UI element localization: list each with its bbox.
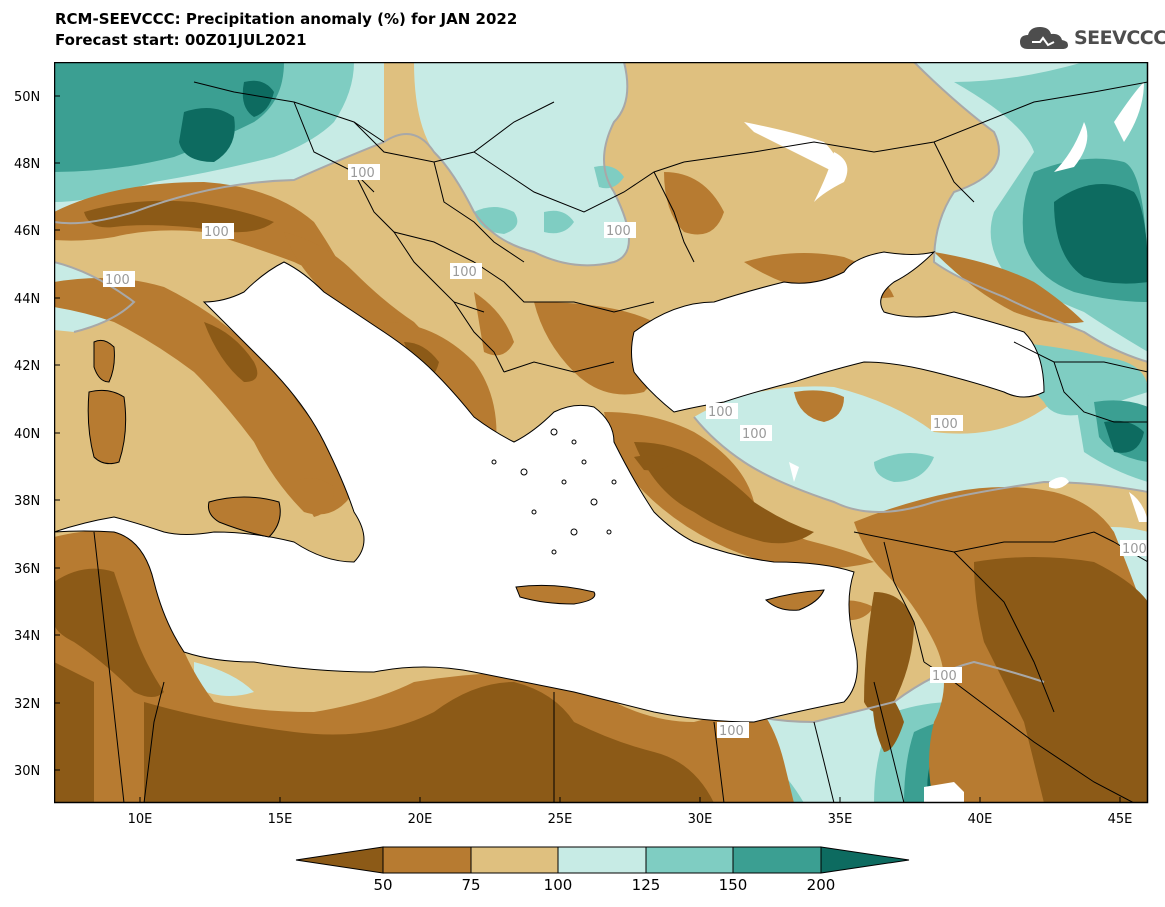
colorbar-label: 50 (373, 876, 392, 894)
longitude-axis: 10E 15E 20E 25E 30E 35E 40E 45E (128, 812, 1133, 827)
contour-label: 100 (452, 265, 477, 280)
colorbar-bin-50-75 (382, 846, 472, 874)
logo-text: SEEVCCC (1074, 27, 1165, 49)
colorbar-bin-125-150 (645, 846, 734, 874)
colorbar-bin-below-50 (295, 846, 384, 874)
contour-label: 100 (204, 225, 229, 240)
lon-tick-label: 20E (408, 812, 433, 827)
lat-tick-label: 42N (14, 359, 40, 374)
lon-tick-label: 10E (128, 812, 153, 827)
sea-areas (54, 251, 1045, 723)
lat-tick-label: 50N (14, 90, 40, 105)
cloud-icon (1020, 27, 1068, 49)
corsica-island (93, 339, 115, 383)
lat-tick-label: 38N (14, 494, 40, 509)
contour-label: 100 (742, 427, 767, 442)
lat-tick-label: 40N (14, 427, 40, 442)
black-sea (631, 251, 1045, 413)
colorbar-bin-above-200 (820, 846, 910, 874)
contour-label: 100 (933, 417, 958, 432)
lon-tick-label: 15E (268, 812, 293, 827)
contour-label: 100 (606, 224, 631, 239)
lat-tick-label: 36N (14, 562, 40, 577)
contour-label: 100 (708, 405, 733, 420)
colorbar-label: 100 (544, 876, 573, 894)
contour-labels: 100 100 100 100 100 100 100 100 100 100 … (103, 164, 1148, 739)
crete-island (515, 584, 596, 605)
lon-tick-label: 30E (688, 812, 713, 827)
colorbar-bin-75-100 (470, 846, 559, 874)
missing-data-patches (744, 82, 1148, 803)
lat-tick-label: 34N (14, 629, 40, 644)
forecast-start-subtitle: Forecast start: 00Z01JUL2021 (55, 31, 307, 49)
contour-label: 100 (932, 669, 957, 684)
lat-tick-label: 46N (14, 224, 40, 239)
axis-ticks (54, 95, 1121, 803)
colorbar-label: 125 (632, 876, 661, 894)
lon-tick-label: 25E (548, 812, 573, 827)
aegean-islands (491, 428, 617, 555)
contour-label: 100 (719, 724, 744, 739)
lat-tick-label: 32N (14, 697, 40, 712)
lon-tick-label: 45E (1108, 812, 1133, 827)
precipitation-anomaly-map: 100 100 100 100 100 100 100 100 100 100 … (54, 62, 1149, 804)
country-borders (93, 81, 1148, 803)
lat-tick-label: 44N (14, 292, 40, 307)
colorbar-label: 200 (807, 876, 836, 894)
colorbar-bin-100-125 (557, 846, 647, 874)
colorbar-bin-150-200 (732, 846, 822, 874)
lat-tick-label: 48N (14, 157, 40, 172)
colorbar-label: 75 (461, 876, 480, 894)
lon-tick-label: 40E (968, 812, 993, 827)
colorbar-legend: 50 75 100 125 150 200 (295, 846, 910, 894)
sicily-island (208, 496, 281, 538)
sardinia-island (87, 389, 127, 465)
cyprus-island (765, 589, 825, 611)
map-title: RCM-SEEVCCC: Precipitation anomaly (%) f… (55, 10, 518, 28)
latitude-axis: 50N 48N 46N 44N 42N 40N 38N 36N 34N 32N … (14, 90, 40, 779)
contour-label: 100 (105, 273, 130, 288)
lat-tick-label: 30N (14, 764, 40, 779)
mediterranean-sea (54, 261, 858, 723)
contour-label: 100 (1122, 542, 1147, 557)
colorbar-label: 150 (719, 876, 748, 894)
seevccc-logo: SEEVCCC (1018, 23, 1165, 53)
contour-lines-100 (54, 62, 1148, 724)
contour-label: 100 (350, 166, 375, 181)
lon-tick-label: 35E (828, 812, 853, 827)
